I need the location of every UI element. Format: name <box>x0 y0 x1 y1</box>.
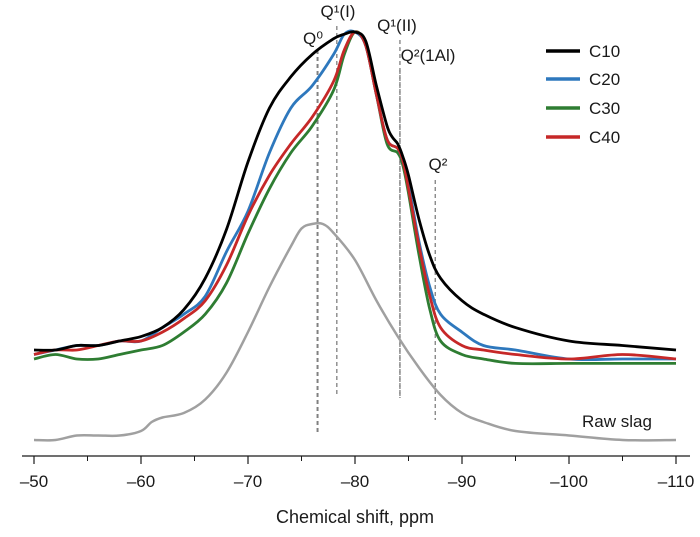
legend-label-c30: C30 <box>589 99 620 118</box>
series-line-c10 <box>33 30 677 352</box>
annotation-raw-slag: Raw slag <box>582 412 652 431</box>
legend-label-c10: C10 <box>589 42 620 61</box>
legend: C10 C20 C30 C40 <box>546 42 620 147</box>
spectrum-series <box>33 29 677 442</box>
x-axis-title: Chemical shift, ppm <box>276 507 434 527</box>
reference-lines <box>316 26 436 432</box>
x-axis-ticks: –50 –60 –70 –80 –90 –100 –110 <box>20 456 694 491</box>
x-tick-label-3: –80 <box>341 472 369 491</box>
legend-label-c20: C20 <box>589 70 620 89</box>
series-line-c30 <box>33 30 676 366</box>
x-tick-label-5: –100 <box>550 472 588 491</box>
legend-label-c40: C40 <box>589 128 620 147</box>
x-tick-label-2: –70 <box>234 472 262 491</box>
annotation-q2-1al: Q²(1Al) <box>401 46 456 65</box>
annotation-q0: Q⁰ <box>303 29 323 48</box>
x-tick-label-4: –90 <box>448 472 476 491</box>
series-line-c40 <box>33 30 677 361</box>
series-line-raw-slag <box>33 221 677 442</box>
x-tick-label-1: –60 <box>127 472 155 491</box>
annotation-q2: Q² <box>429 155 448 174</box>
x-tick-label-0: –50 <box>20 472 48 491</box>
annotation-q1-ii: Q¹(II) <box>377 16 417 35</box>
x-tick-label-6: –110 <box>658 472 695 491</box>
annotation-q1-i: Q¹(I) <box>321 2 356 21</box>
